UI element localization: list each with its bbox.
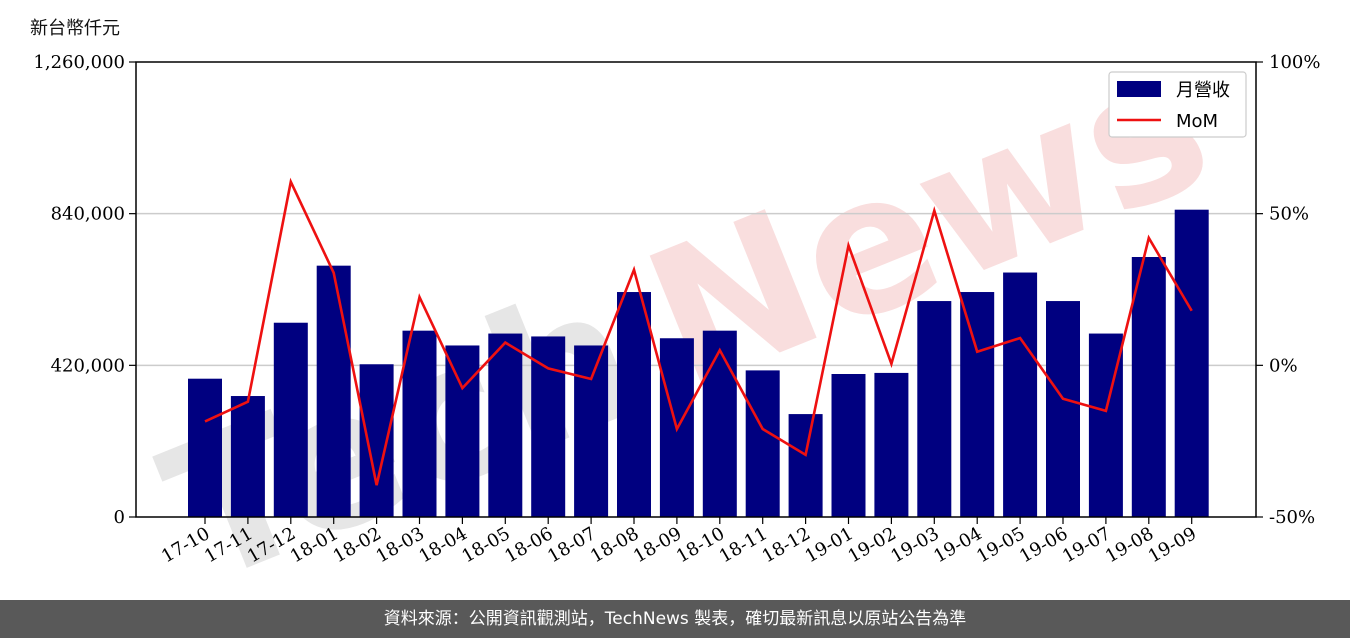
x-tick-label-19-08: 19-08 [1102, 523, 1157, 567]
right-tick-label: 50% [1269, 204, 1309, 225]
bar-17-12 [273, 322, 308, 517]
legend-swatch-bar [1117, 81, 1161, 97]
bar-18-07 [574, 345, 609, 517]
bar-19-04 [960, 292, 995, 517]
bar-18-11 [745, 370, 780, 517]
right-tick-label: 100% [1269, 52, 1320, 73]
x-tick-label-18-12: 18-12 [759, 523, 814, 567]
bar-19-09 [1174, 209, 1209, 517]
bar-19-03 [917, 301, 952, 517]
legend: 月營收 MoM [1108, 71, 1247, 138]
bar-19-01 [831, 374, 866, 517]
x-tick-label-19-07: 19-07 [1059, 523, 1114, 567]
x-tick-label-18-11: 18-11 [716, 523, 771, 567]
bar-18-01 [316, 265, 351, 517]
left-tick-label: 840,000 [51, 204, 125, 225]
right-tick-label: -50% [1269, 507, 1315, 528]
y-axis-unit-label: 新台幣仟元 [30, 18, 120, 39]
legend-label-revenue: 月營收 [1176, 80, 1230, 101]
left-tick-label: 420,000 [51, 355, 125, 376]
axes: 0420,000840,0001,260,000-50%0%50%100%17-… [33, 52, 1320, 567]
x-tick-label-19-03: 19-03 [887, 523, 942, 567]
mom-line [204, 177, 1193, 486]
x-tick-label-19-04: 19-04 [930, 523, 985, 567]
left-tick-label: 1,260,000 [33, 52, 125, 73]
plot-frame [135, 61, 1257, 518]
x-tick-label-19-01: 19-01 [802, 523, 857, 567]
bar-18-05 [488, 333, 523, 517]
mom-line-series [204, 177, 1193, 486]
x-tick-label-18-08: 18-08 [587, 523, 642, 567]
x-tick-label-19-06: 19-06 [1016, 523, 1071, 567]
bar-18-12 [788, 414, 823, 517]
bar-18-03 [402, 330, 437, 517]
bar-17-11 [230, 396, 265, 517]
bar-19-08 [1131, 257, 1166, 517]
legend-label-mom: MoM [1176, 111, 1218, 132]
x-tick-label-19-05: 19-05 [973, 523, 1028, 567]
x-tick-label-18-10: 18-10 [673, 523, 728, 567]
left-tick-label: 0 [114, 507, 125, 528]
bar-18-02 [359, 364, 394, 517]
bar-19-06 [1046, 301, 1080, 517]
x-tick-label-18-06: 18-06 [501, 523, 556, 567]
bar-18-10 [702, 330, 737, 517]
x-tick-label-18-09: 18-09 [630, 523, 685, 567]
x-tick-label-19-09: 19-09 [1145, 523, 1200, 567]
bar-18-06 [531, 336, 566, 517]
x-tick-label-19-02: 19-02 [844, 523, 899, 567]
bar-series [188, 209, 1209, 517]
bar-19-02 [874, 372, 909, 517]
bar-17-10 [188, 378, 222, 517]
bar-18-08 [617, 292, 651, 517]
bar-18-04 [445, 345, 480, 517]
bar-19-05 [1003, 272, 1038, 517]
revenue-chart: TechNews 0420,000840,0001,260,000-50%0%5… [33, 11, 1320, 600]
source-footer: 資料來源：公開資訊觀測站，TechNews 製表，確切最新訊息以原站公告為準 [0, 600, 1350, 638]
x-tick-label-18-05: 18-05 [458, 523, 513, 567]
x-tick-label-18-07: 18-07 [544, 523, 599, 567]
right-tick-label: 0% [1269, 355, 1298, 376]
